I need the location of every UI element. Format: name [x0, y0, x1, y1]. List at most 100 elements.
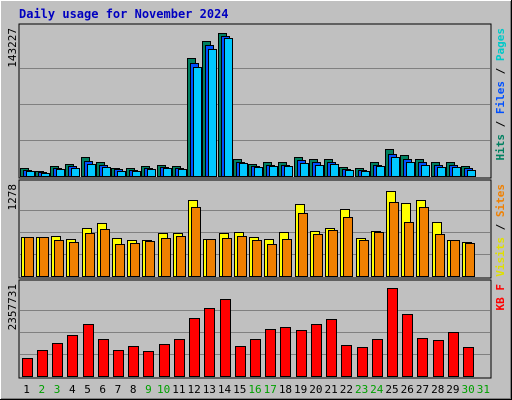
bar-pages-day-16: [254, 167, 263, 177]
x-tick-label-day-5: 5: [84, 383, 91, 396]
bar-kbytes-day-28: [433, 340, 444, 377]
x-tick-label-day-21: 21: [325, 383, 338, 396]
legend-label: /: [494, 217, 507, 237]
bar-sites-day-29: [450, 240, 460, 277]
x-tick-label-day-16: 16: [248, 383, 261, 396]
bar-kbytes-day-5: [83, 324, 94, 377]
bar-pages-day-19: [300, 163, 309, 177]
bar-sites-day-8: [130, 243, 140, 277]
bar-sites-day-16: [252, 240, 262, 277]
x-tick-label-day-18: 18: [279, 383, 292, 396]
bar-pages-day-20: [315, 165, 324, 177]
bar-sites-day-19: [298, 213, 308, 277]
bar-sites-day-2: [39, 237, 49, 277]
x-tick-label-day-7: 7: [115, 383, 122, 396]
bar-kbytes-day-11: [174, 339, 185, 377]
x-tick-label-day-27: 27: [416, 383, 429, 396]
bar-sites-day-30: [465, 243, 475, 277]
bar-kbytes-day-24: [372, 339, 383, 377]
bar-sites-day-6: [100, 229, 110, 277]
bar-kbytes-day-9: [143, 351, 154, 377]
legend-label: Visits: [494, 237, 507, 277]
bar-kbytes-day-13: [204, 308, 215, 377]
bar-sites-day-15: [237, 236, 247, 277]
legend-label: KB F: [494, 284, 507, 311]
x-tick-label-day-10: 10: [157, 383, 170, 396]
bar-kbytes-day-6: [98, 339, 109, 377]
panel-visits: 1278 Visits / Sites: [6, 179, 507, 279]
bar-pages-day-7: [117, 171, 126, 177]
bar-kbytes-day-15: [235, 346, 246, 377]
x-tick-label-day-20: 20: [309, 383, 322, 396]
bar-sites-day-17: [267, 244, 277, 277]
x-tick-label-day-2: 2: [39, 383, 46, 396]
bar-pages-day-26: [406, 162, 415, 177]
x-tick-label-day-29: 29: [446, 383, 459, 396]
bar-sites-day-5: [85, 233, 95, 277]
bar-pages-day-9: [147, 169, 156, 177]
panel-max-label: 2357731: [6, 284, 19, 330]
bar-pages-day-28: [437, 167, 446, 177]
bar-sites-day-7: [115, 244, 125, 277]
x-tick-label-day-24: 24: [370, 383, 384, 396]
bar-sites-day-1: [24, 237, 34, 277]
bar-kbytes-day-12: [189, 318, 200, 377]
legend-label: Hits: [494, 134, 507, 161]
x-tick-label-day-11: 11: [172, 383, 185, 396]
panel-series-legend: Hits / Files / Pages: [494, 28, 507, 161]
bar-pages-day-21: [330, 164, 339, 177]
panel-series-legend: Visits / Sites: [494, 184, 507, 277]
bar-kbytes-day-3: [52, 343, 63, 377]
bar-kbytes-day-19: [296, 330, 307, 377]
panel-max-label: 1278: [6, 184, 19, 211]
legend-label: /: [494, 114, 507, 134]
panel-plot-area: [18, 23, 492, 179]
bar-kbytes-day-8: [128, 346, 139, 377]
bar-pages-day-11: [178, 169, 187, 177]
bar-kbytes-day-30: [463, 347, 474, 377]
bar-pages-day-14: [224, 38, 233, 177]
bar-sites-day-14: [222, 238, 232, 277]
legend-label: Pages: [494, 28, 507, 61]
bar-sites-day-23: [359, 240, 369, 277]
bar-kbytes-day-10: [159, 344, 170, 377]
x-tick-label-day-12: 12: [187, 383, 200, 396]
bar-sites-day-28: [435, 234, 445, 277]
bar-sites-day-4: [69, 242, 79, 277]
bar-kbytes-day-23: [357, 347, 368, 377]
x-tick-label-day-15: 15: [233, 383, 246, 396]
bar-kbytes-day-18: [280, 327, 291, 377]
bar-sites-day-10: [161, 238, 171, 277]
bar-pages-day-30: [467, 170, 476, 177]
bar-kbytes-day-27: [417, 338, 428, 377]
x-tick-label-day-8: 8: [130, 383, 137, 396]
bar-sites-day-13: [206, 239, 216, 277]
bar-kbytes-day-7: [113, 350, 124, 377]
panel-series-legend: KB F: [494, 284, 507, 311]
bar-sites-day-20: [313, 234, 323, 277]
bar-pages-day-24: [376, 166, 385, 177]
bar-kbytes-day-1: [22, 358, 33, 377]
bar-kbytes-day-22: [341, 345, 352, 377]
x-tick-label-day-23: 23: [355, 383, 368, 396]
bar-pages-day-8: [132, 171, 141, 177]
bar-kbytes-day-17: [265, 329, 276, 377]
bar-kbytes-day-25: [387, 288, 398, 377]
bar-pages-day-18: [284, 166, 293, 177]
bar-kbytes-day-21: [326, 319, 337, 377]
bar-kbytes-day-16: [250, 339, 261, 377]
bar-sites-day-21: [328, 230, 338, 277]
panel-hits: 143227 Hits / Files / Pages: [6, 23, 507, 179]
bar-sites-day-24: [374, 232, 384, 277]
legend-label: /: [494, 61, 507, 81]
bar-sites-day-3: [54, 240, 64, 277]
bar-sites-day-22: [343, 217, 353, 277]
legend-label: Sites: [494, 184, 507, 217]
x-tick-label-day-19: 19: [294, 383, 307, 396]
x-tick-label-day-14: 14: [218, 383, 232, 396]
bar-pages-day-6: [102, 167, 111, 177]
bar-pages-day-17: [269, 166, 278, 177]
bar-sites-day-27: [419, 207, 429, 277]
legend-label: Files: [494, 81, 507, 114]
x-tick-label-day-1: 1: [23, 383, 30, 396]
